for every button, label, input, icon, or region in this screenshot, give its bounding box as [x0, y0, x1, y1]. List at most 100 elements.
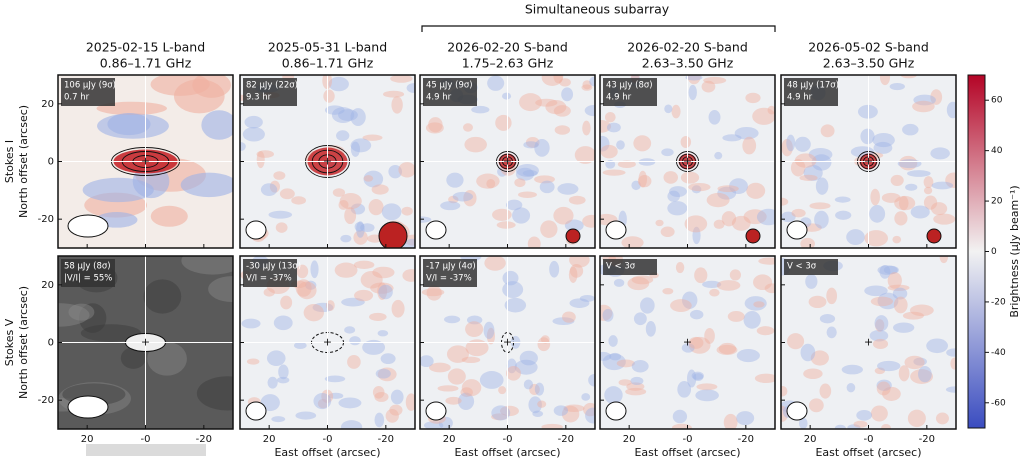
noise: [685, 75, 703, 81]
noise: [581, 393, 591, 401]
noise: [756, 326, 775, 336]
noise: [554, 125, 571, 135]
noise: [383, 90, 405, 98]
annotation: V/I = -37%: [426, 274, 472, 284]
noise: [331, 107, 355, 123]
noise: [753, 274, 773, 291]
y-tick-label: -20: [38, 395, 54, 406]
noise: [78, 303, 107, 333]
noise: [600, 144, 618, 159]
noise: [534, 382, 545, 396]
noise: [752, 107, 775, 125]
noise: [923, 195, 938, 210]
y-axis-label: North offset (arcsec): [17, 286, 30, 399]
noise: [688, 336, 711, 354]
column-band: 0.86–1.71 GHz: [282, 56, 374, 71]
noise: [464, 136, 487, 153]
x-tick-label: 20: [263, 434, 276, 445]
panel: +43 μJy (8σ) 4.9 hr: [599, 74, 776, 249]
noise: [421, 288, 445, 297]
noise: [402, 269, 415, 282]
noise: [881, 423, 891, 429]
noise: [879, 75, 891, 86]
noise: [326, 300, 335, 311]
noise: [912, 100, 935, 113]
row-label: Stokes V: [3, 318, 16, 366]
noise: [354, 289, 374, 302]
noise: [874, 315, 889, 332]
noise: [846, 382, 856, 393]
noise: [939, 256, 949, 264]
noise: [368, 199, 384, 216]
source-marker: +: [864, 336, 873, 349]
colorbar-tick-label: -40: [991, 348, 1006, 358]
noise: [568, 266, 578, 283]
noise: [582, 80, 592, 90]
noise: [423, 421, 444, 429]
noise: [923, 176, 934, 189]
noise: [873, 141, 893, 154]
noise: [581, 84, 593, 91]
x-tick-label: -0: [323, 434, 333, 445]
noise: [691, 185, 702, 194]
noise: [390, 389, 404, 405]
annotation-box: [423, 78, 477, 106]
noise: [344, 207, 357, 225]
x-tick-label: 20: [623, 434, 636, 445]
noise: [350, 141, 361, 157]
annotation-box: [423, 259, 477, 287]
noise: [350, 203, 366, 215]
blurred-label: [86, 444, 206, 456]
noise: [602, 308, 614, 322]
noise: [405, 393, 415, 411]
noise: [834, 196, 851, 203]
noise: [374, 412, 385, 428]
noise: [892, 287, 908, 300]
noise: [514, 359, 538, 375]
noise: [244, 115, 263, 129]
noise: [626, 382, 645, 391]
noise: [717, 186, 737, 200]
noise: [808, 295, 827, 309]
noise: [892, 235, 902, 244]
annotation-box: [603, 78, 657, 106]
noise: [562, 311, 576, 323]
noise: [589, 76, 595, 87]
noise: [695, 389, 719, 402]
noise: [192, 75, 231, 98]
noise: [523, 379, 534, 390]
noise: [729, 178, 748, 195]
beam: [425, 401, 447, 421]
noise: [864, 230, 888, 247]
noise: [445, 396, 462, 405]
noise: [876, 381, 891, 396]
annotation: 82 μJy (22σ): [246, 81, 298, 91]
noise: [781, 138, 793, 157]
noise: [716, 344, 738, 355]
companion: [565, 228, 581, 244]
noise: [377, 367, 397, 382]
source-marker: +: [503, 155, 512, 168]
noise: [479, 371, 504, 389]
noise: [334, 262, 358, 278]
noise: [680, 135, 692, 148]
noise: [452, 191, 474, 202]
noise: [714, 151, 723, 160]
column-band: 2.63–3.50 GHz: [823, 56, 915, 71]
annotation-box: [603, 259, 657, 275]
noise: [374, 391, 389, 402]
noise: [506, 358, 517, 374]
noise: [847, 424, 861, 429]
noise: [661, 148, 674, 157]
noise: [736, 349, 760, 363]
noise: [564, 219, 584, 232]
noise: [563, 404, 585, 413]
noise: [336, 130, 350, 142]
noise: [388, 164, 403, 179]
noise: [506, 366, 521, 381]
noise: [372, 385, 385, 399]
panel: +58 μJy (8σ) |V/I| = 55% 20 -0 -20 20 0 -20: [38, 255, 234, 445]
annotation: V < 3σ: [606, 262, 636, 272]
noise: [640, 297, 655, 314]
noise: [447, 368, 466, 385]
